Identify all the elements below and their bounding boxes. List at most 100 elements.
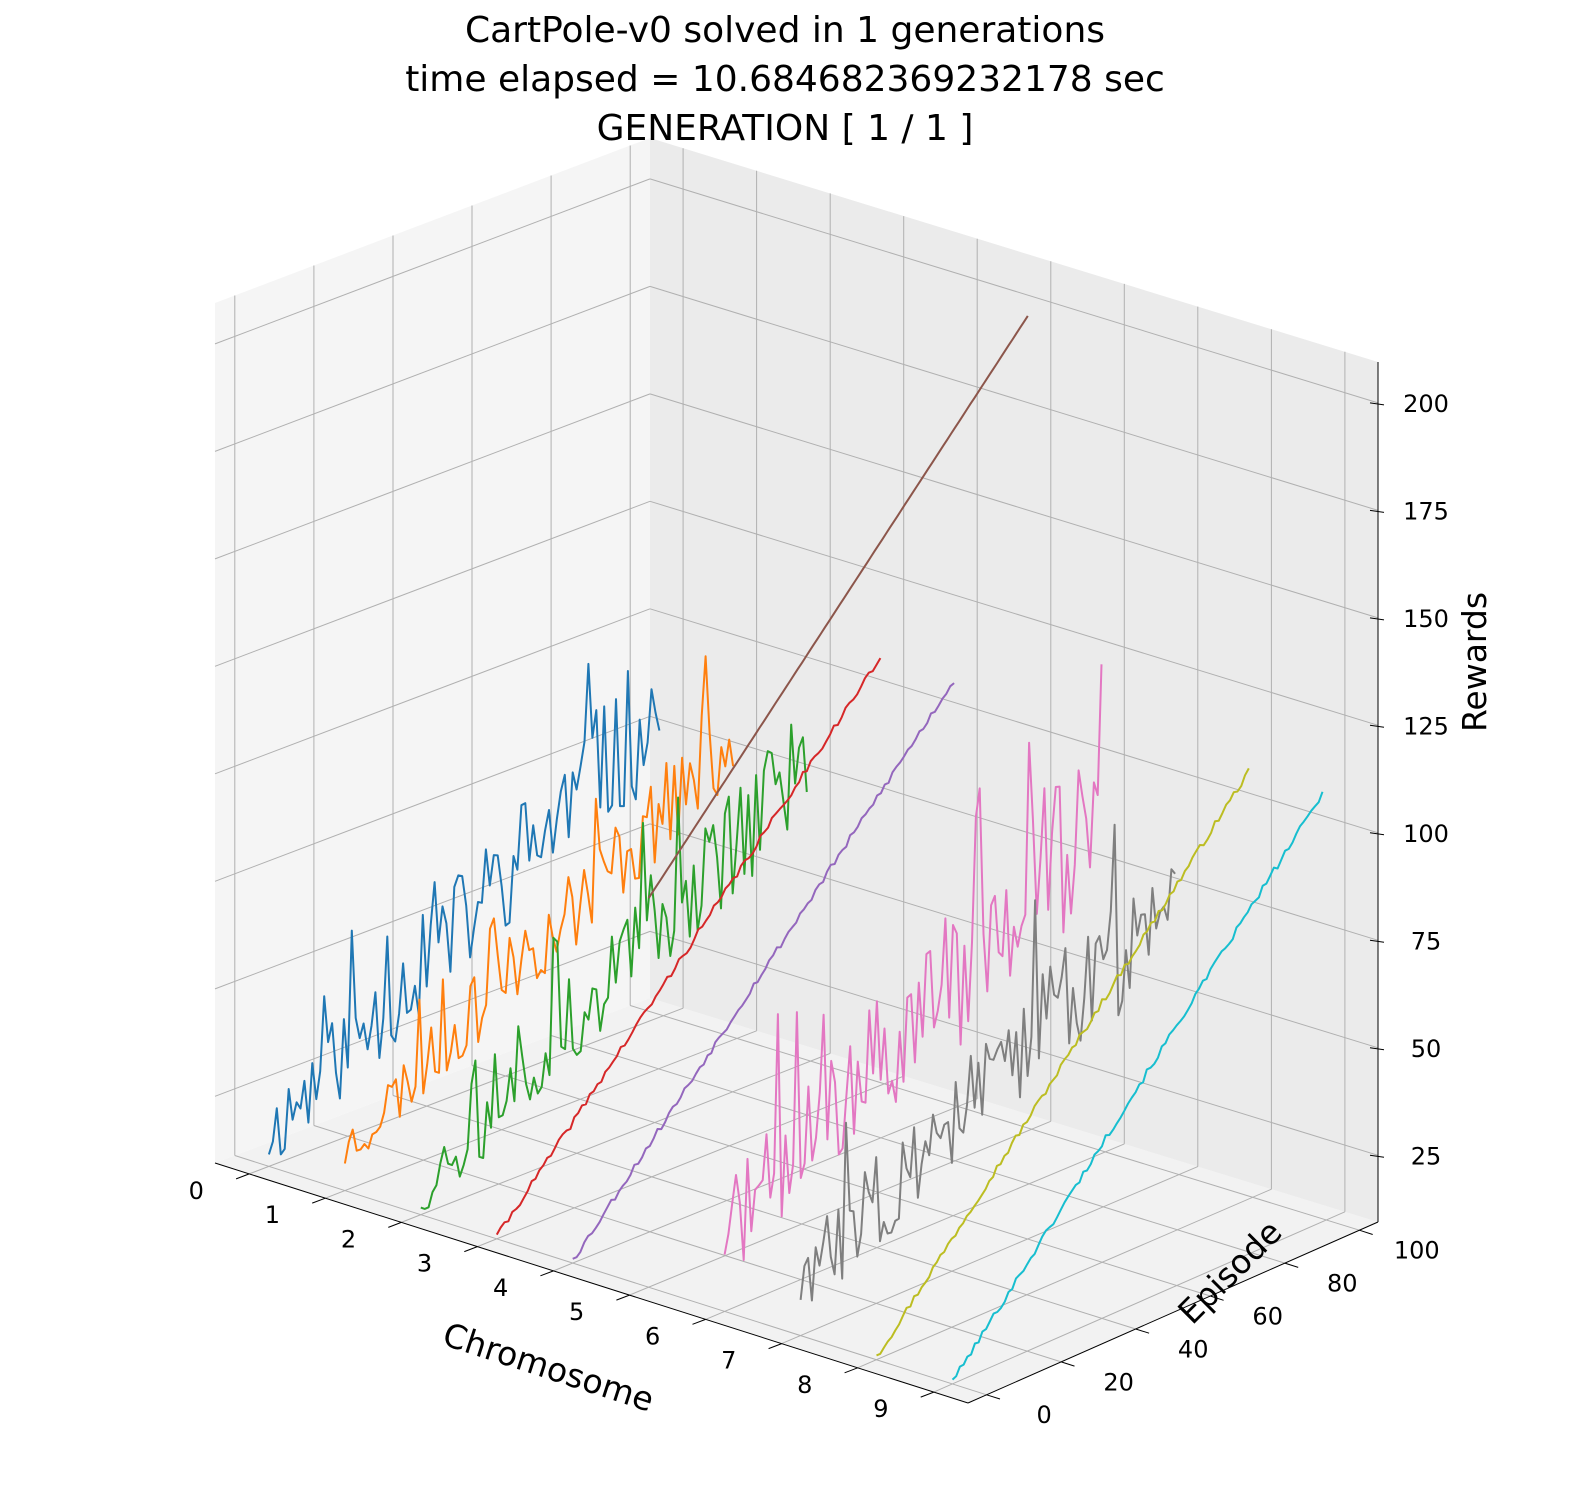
z-tick-label: 100 <box>1403 820 1449 848</box>
chart-title-line-2: time elapsed = 10.684682369232178 sec <box>405 59 1165 100</box>
x-tick-mark <box>920 1391 934 1398</box>
gridline-x-floor <box>705 1143 1125 1320</box>
x-tick-mark <box>388 1221 402 1228</box>
y-tick-label: 100 <box>1394 1237 1440 1265</box>
y-tick-label: 60 <box>1252 1302 1283 1330</box>
series-line-chromosome-3 <box>495 657 882 1236</box>
x-tick-label: 0 <box>189 1177 204 1205</box>
gridline-x-floor <box>781 1166 1198 1345</box>
axis-edges <box>214 362 1379 1404</box>
y-tick-label: 0 <box>1036 1401 1051 1429</box>
y-tick-mark <box>1135 1328 1150 1334</box>
x-tick-label: 9 <box>873 1395 888 1423</box>
gridline-z-left <box>214 930 651 1097</box>
x-tick-label: 4 <box>493 1274 508 1302</box>
series-line-chromosome-6 <box>723 664 1103 1261</box>
z-tick-label: 125 <box>1403 712 1449 740</box>
gridline-z-left <box>214 500 651 667</box>
gridline-z-back <box>649 393 1379 619</box>
chart-title-line-3: GENERATION [ 1 / 1 ] <box>597 108 974 149</box>
z-tick-label: 150 <box>1403 605 1449 633</box>
y-tick-label: 40 <box>1178 1335 1209 1363</box>
series-line-chromosome-2 <box>420 723 808 1210</box>
x-tick-mark <box>312 1197 326 1204</box>
z-tick-mark <box>1369 1154 1385 1158</box>
gridline-x-floor <box>933 1211 1346 1393</box>
z-tick-mark <box>1369 617 1385 621</box>
y-tick-mark <box>1210 1295 1224 1301</box>
gridline-x-floor <box>401 1052 831 1223</box>
gridline-y-floor <box>550 1035 1285 1264</box>
gridline-z-back <box>649 930 1379 1156</box>
back-pane <box>650 138 1378 1222</box>
series-line-chromosome-4 <box>572 682 955 1260</box>
x-tick-label: 1 <box>265 1201 280 1229</box>
floor-pane <box>215 998 1378 1403</box>
x-tick-mark <box>616 1294 630 1301</box>
gridline-z-back <box>649 178 1379 404</box>
z-tick-label: 200 <box>1403 390 1449 418</box>
axes-panes <box>215 138 1378 1403</box>
y-tick-mark <box>1061 1361 1075 1367</box>
x-tick-mark <box>464 1246 478 1253</box>
y-axis-line <box>967 1221 1379 1404</box>
z-tick-mark <box>1369 832 1385 836</box>
z-tick-label: 50 <box>1411 1035 1442 1063</box>
x-tick-mark <box>692 1318 706 1325</box>
x-tick-label: 6 <box>645 1322 660 1350</box>
gridline-x-floor <box>325 1030 757 1199</box>
series-lines <box>267 315 1324 1381</box>
z-tick-mark <box>1369 509 1385 513</box>
x-tick-label: 3 <box>417 1250 432 1278</box>
z-tick-mark <box>1369 402 1385 406</box>
y-tick-mark <box>1359 1229 1373 1235</box>
series-line-chromosome-8 <box>876 767 1250 1357</box>
z-tick-mark <box>1369 1047 1385 1051</box>
series-line-chromosome-5 <box>647 315 1029 899</box>
gridline-y-floor <box>313 1125 1062 1363</box>
x-tick-label: 5 <box>569 1298 584 1326</box>
x-tick-mark <box>540 1270 554 1277</box>
z-axis-label: Rewards <box>1455 592 1494 732</box>
gridline-z-back <box>649 285 1379 511</box>
gridline-y-floor <box>471 1065 1211 1297</box>
gridline-z-left <box>214 178 651 345</box>
series-line-chromosome-0 <box>267 662 661 1156</box>
gridline-x-floor <box>857 1188 1272 1369</box>
x-axis-label: Chromosome <box>438 1315 658 1420</box>
gridline-z-left <box>214 393 651 560</box>
gridline-x-floor <box>553 1098 978 1272</box>
y-tick-label: 80 <box>1327 1270 1358 1298</box>
y-tick-mark <box>986 1394 1001 1400</box>
x-axis-line <box>214 1162 969 1404</box>
left-pane <box>215 138 650 1163</box>
gridline-y-floor <box>630 1005 1360 1231</box>
chart-title-line-1: CartPole-v0 solved in 1 generations <box>465 10 1105 51</box>
gridline-z-left <box>214 715 651 882</box>
x-tick-label: 2 <box>341 1225 356 1253</box>
gridline-z-back <box>649 608 1379 834</box>
gridline-x-floor <box>477 1075 904 1248</box>
y-tick-label: 20 <box>1103 1368 1134 1396</box>
gridline-z-left <box>214 608 651 775</box>
z-tick-mark <box>1369 724 1385 728</box>
gridline-z-left <box>214 285 651 452</box>
gridline-x-floor <box>629 1120 1051 1296</box>
tick-labels: 0 1 2 3 4 5 6 7 8 9 0 20 40 60 80 100 25 50 75 100 125 150 175… <box>189 390 1449 1429</box>
gridline-z-back <box>649 500 1379 726</box>
gridline-x-floor <box>249 1007 684 1175</box>
series-line-chromosome-1 <box>343 655 735 1164</box>
x-tick-mark <box>768 1343 782 1350</box>
z-tick-label: 25 <box>1411 1142 1442 1170</box>
z-tick-mark <box>1369 939 1385 943</box>
z-tick-label: 175 <box>1403 497 1449 525</box>
x-tick-mark <box>844 1367 858 1374</box>
z-tick-label: 75 <box>1411 927 1442 955</box>
series-line-chromosome-9 <box>951 791 1324 1381</box>
x-tick-mark <box>235 1173 250 1180</box>
x-tick-label: 8 <box>797 1371 812 1399</box>
series-line-chromosome-7 <box>799 823 1176 1302</box>
y-tick-mark <box>1284 1262 1299 1268</box>
x-tick-label: 7 <box>721 1347 736 1375</box>
